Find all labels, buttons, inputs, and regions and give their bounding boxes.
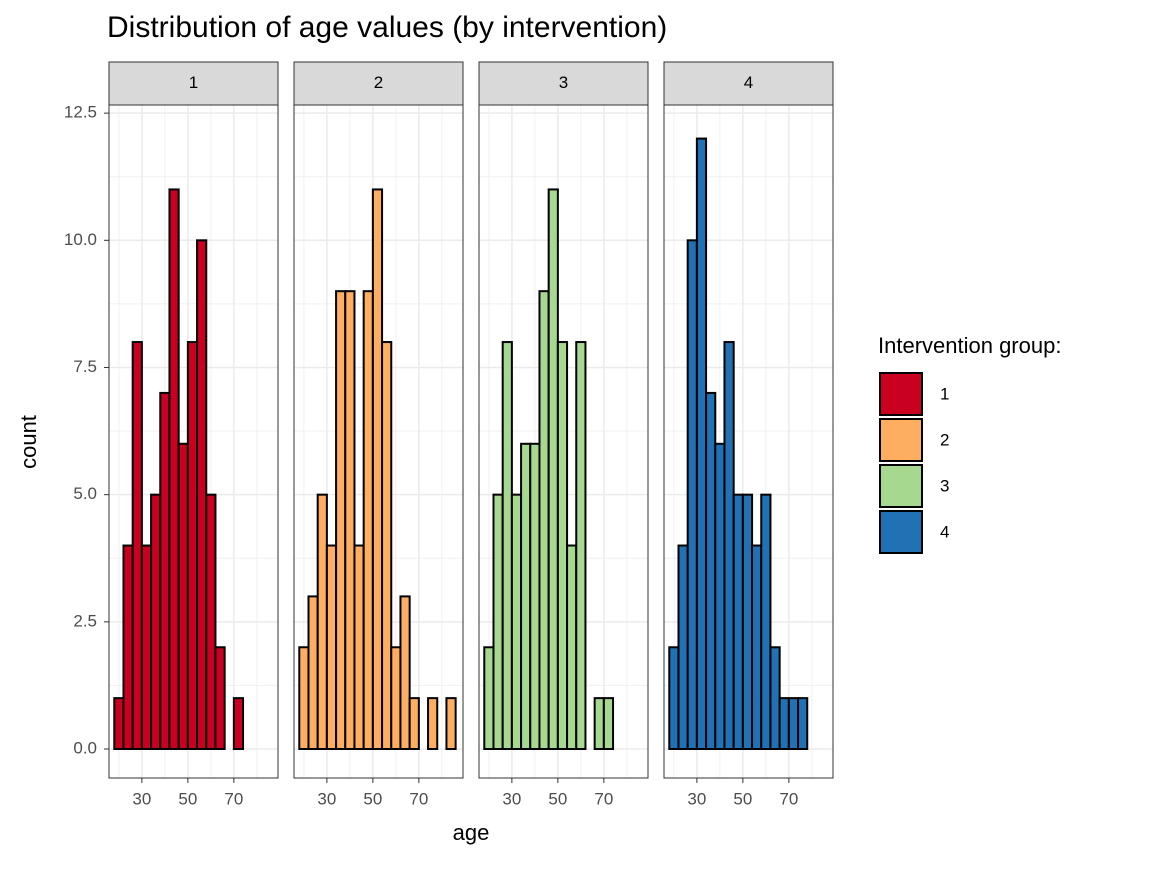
bar — [445, 697, 457, 751]
x-tick-label: 70 — [594, 789, 613, 808]
bar — [668, 646, 680, 751]
bar — [797, 697, 809, 751]
bar — [723, 341, 735, 751]
bar — [353, 544, 365, 751]
legend-key — [879, 418, 923, 462]
bar — [751, 544, 763, 751]
bar — [501, 341, 513, 751]
bar — [298, 646, 310, 751]
bar — [520, 442, 532, 751]
bar — [371, 188, 384, 751]
x-tick-label: 30 — [132, 789, 151, 808]
legend-key — [879, 464, 923, 508]
legend-label: 4 — [940, 522, 949, 541]
y-tick-label: 12.5 — [64, 103, 97, 122]
legend-label: 3 — [940, 476, 949, 495]
x-tick-label: 30 — [502, 789, 521, 808]
y-tick-label: 0.0 — [73, 738, 97, 757]
bar — [131, 341, 143, 751]
facet-label: 2 — [374, 73, 383, 92]
bar — [362, 290, 374, 751]
bar — [316, 493, 328, 751]
facet-strip — [108, 61, 279, 106]
bar — [168, 188, 180, 751]
bar — [113, 697, 125, 751]
x-tick-label: 70 — [409, 789, 428, 808]
bar — [714, 442, 726, 751]
bar — [399, 595, 411, 751]
y-tick-label: 10.0 — [64, 230, 97, 249]
bar — [196, 239, 208, 751]
bar — [741, 493, 754, 751]
bar — [556, 341, 569, 751]
bar — [140, 544, 153, 751]
y-tick-label: 5.0 — [73, 484, 97, 503]
bar — [677, 544, 689, 751]
x-tick-label: 30 — [687, 789, 706, 808]
x-tick-label: 50 — [363, 789, 382, 808]
bar — [159, 391, 171, 751]
bar — [787, 697, 800, 751]
bar — [602, 697, 615, 751]
x-tick-label: 70 — [224, 789, 243, 808]
bar — [760, 493, 772, 751]
bar — [214, 646, 226, 751]
chart-title: Distribution of age values (by intervent… — [107, 11, 667, 44]
bar — [122, 544, 134, 751]
bar — [593, 697, 605, 751]
facet-label: 4 — [744, 73, 753, 92]
legend-key — [879, 510, 923, 554]
x-tick-label: 30 — [317, 789, 336, 808]
legend-key — [879, 372, 923, 416]
legend-title: Intervention group: — [878, 333, 1061, 358]
bar — [325, 544, 338, 751]
bar — [686, 239, 698, 751]
facet-label: 3 — [559, 73, 568, 92]
facet-strip — [478, 61, 649, 106]
bar — [778, 697, 790, 751]
bar — [381, 341, 393, 751]
x-axis-label: age — [453, 820, 490, 845]
bar — [150, 493, 162, 751]
bar — [705, 391, 717, 751]
facet-strip — [293, 61, 464, 106]
bar — [186, 341, 199, 751]
bar — [390, 646, 402, 751]
bar — [695, 137, 708, 751]
bar — [547, 188, 559, 751]
bar — [408, 697, 420, 751]
x-tick-label: 50 — [178, 789, 197, 808]
bar — [529, 442, 541, 751]
bar — [566, 544, 578, 751]
bar — [427, 697, 439, 751]
y-tick-label: 7.5 — [73, 357, 97, 376]
facet-strip — [663, 61, 834, 106]
bar — [538, 290, 550, 751]
y-tick-label: 2.5 — [73, 611, 97, 630]
legend-label: 2 — [940, 430, 949, 449]
x-tick-label: 50 — [548, 789, 567, 808]
legend-label: 1 — [940, 384, 949, 403]
bar — [177, 442, 189, 751]
x-tick-label: 70 — [779, 789, 798, 808]
facet-label: 1 — [189, 73, 198, 92]
bar — [307, 595, 319, 751]
y-axis-label: count — [16, 415, 41, 469]
bar — [732, 493, 744, 751]
bar — [205, 493, 217, 751]
bar — [492, 493, 504, 751]
bar — [232, 697, 245, 751]
bar — [483, 646, 495, 751]
bar — [575, 341, 587, 751]
x-tick-label: 50 — [733, 789, 752, 808]
bar — [510, 493, 523, 751]
bar — [344, 290, 356, 751]
bar — [769, 646, 781, 751]
bar — [335, 290, 347, 751]
